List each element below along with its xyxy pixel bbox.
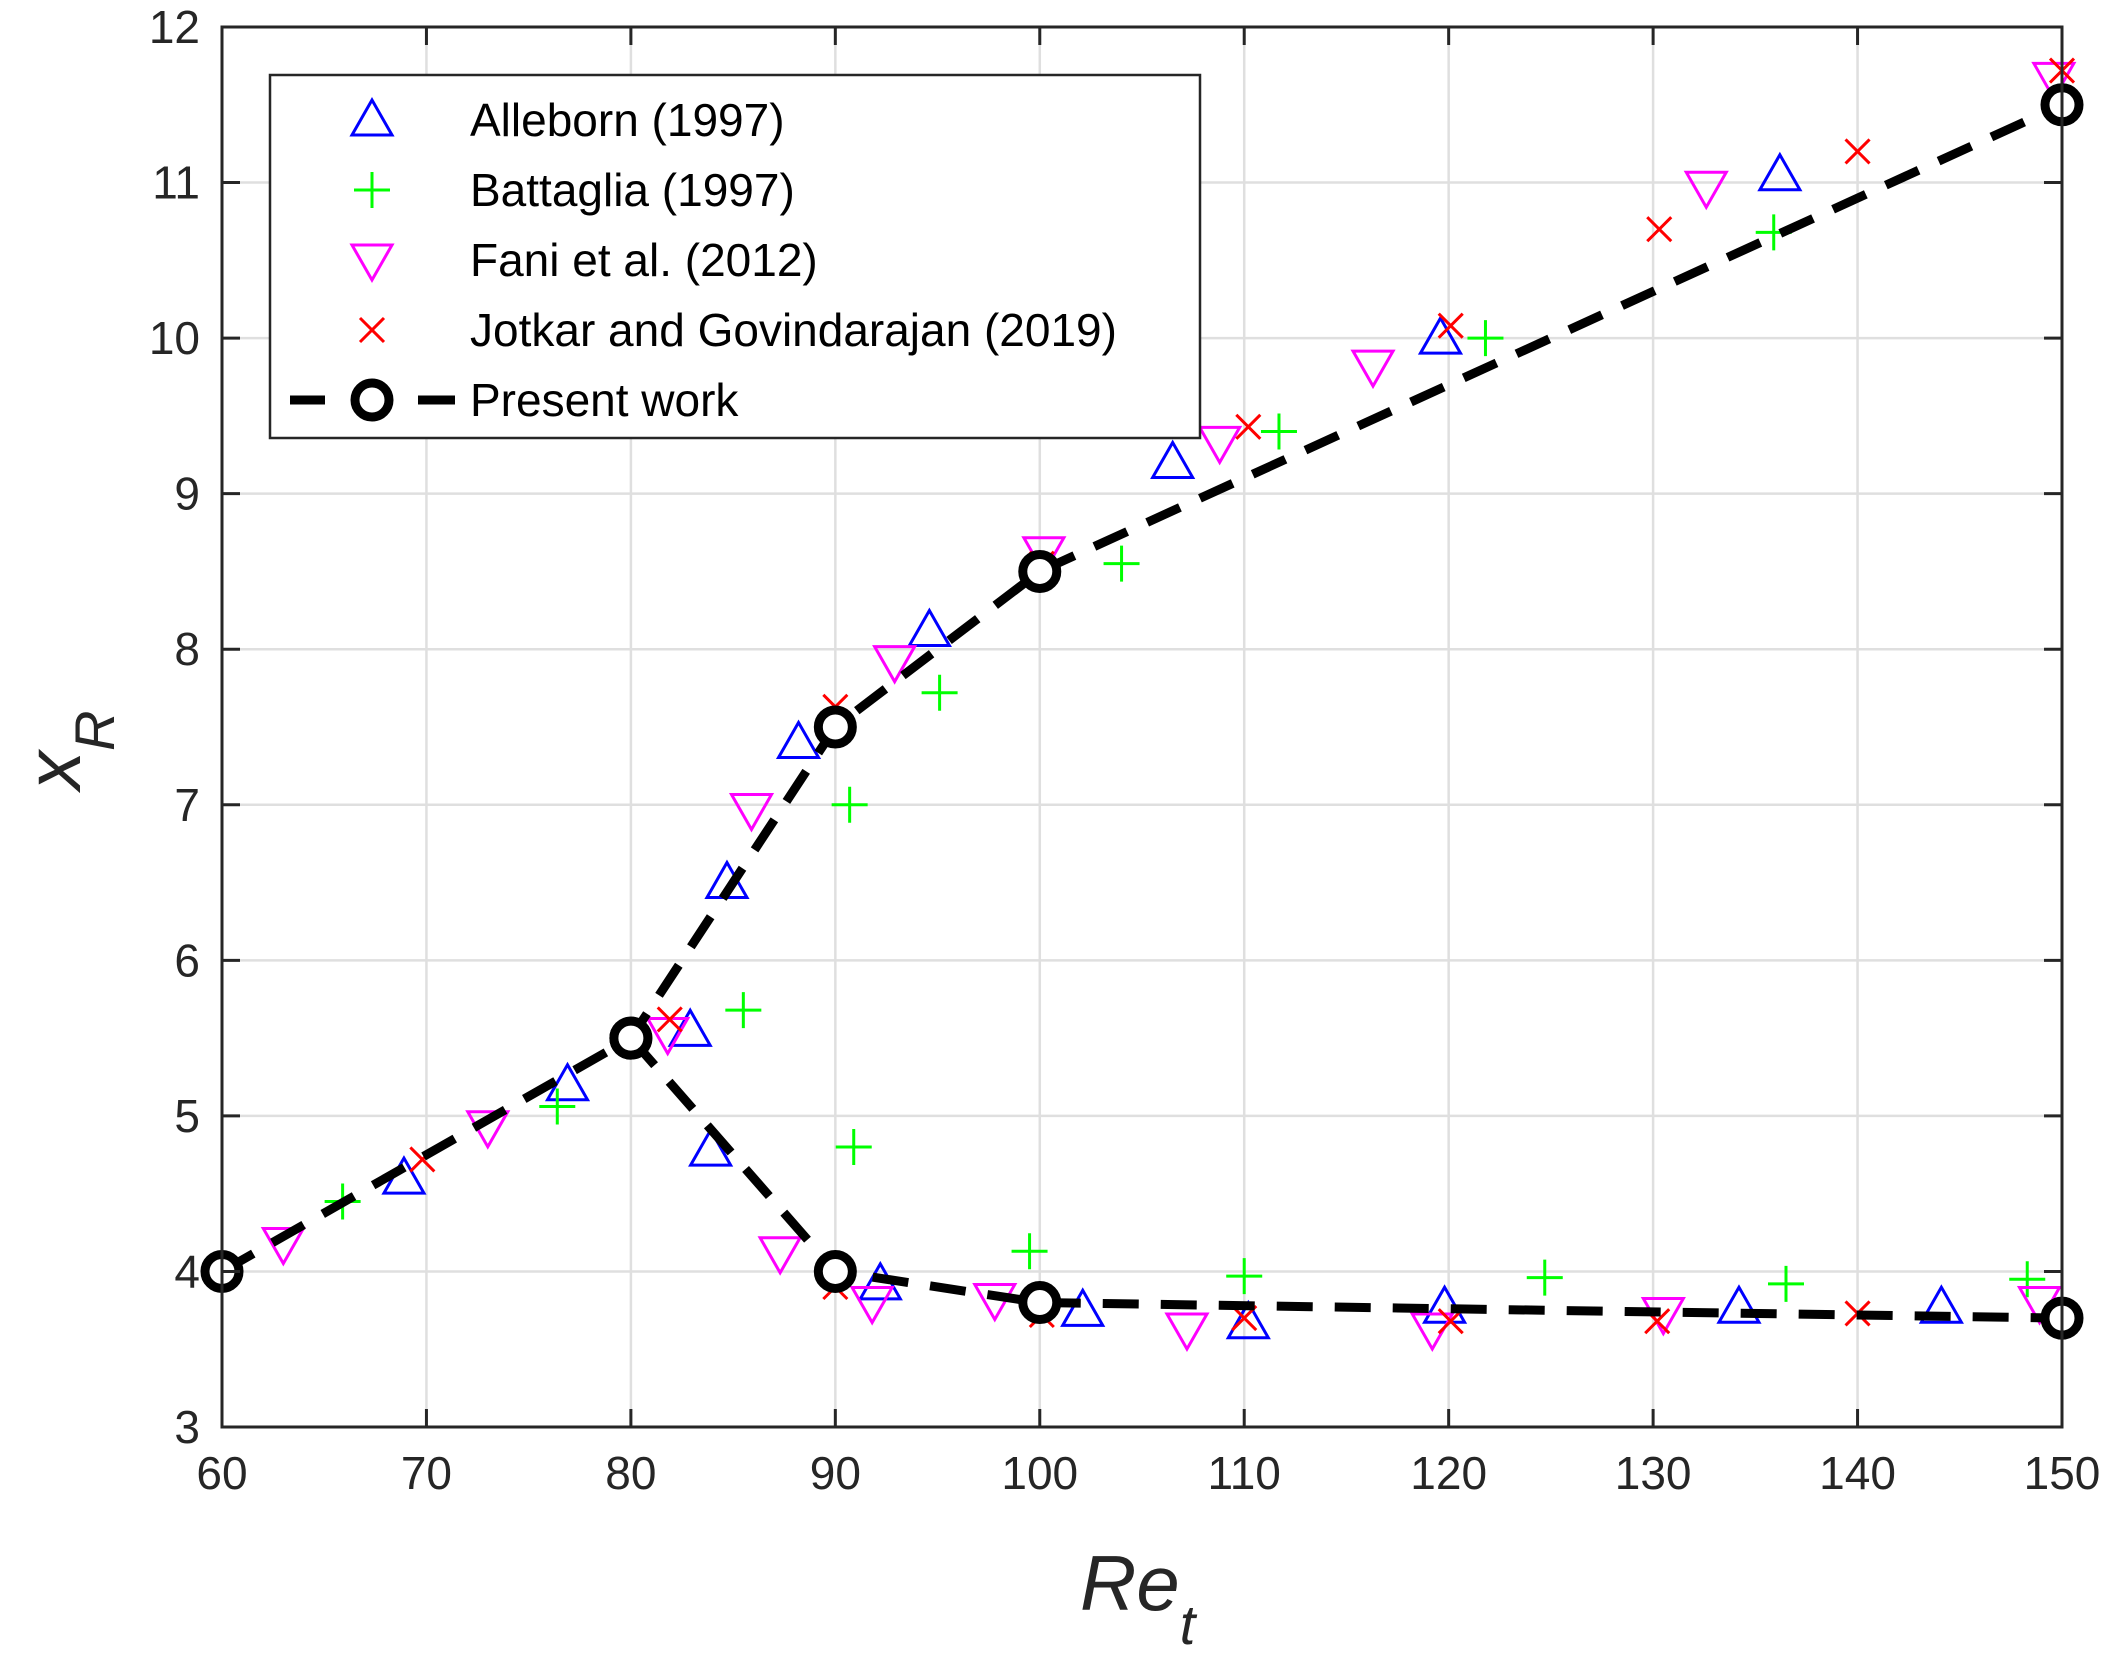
x-tick-label: 100	[1001, 1447, 1078, 1499]
legend-entry-3: Jotkar and Govindarajan (2019)	[358, 304, 1117, 356]
series-1-point	[921, 674, 958, 711]
x-tick-label: 140	[1819, 1447, 1896, 1499]
series-3-point	[1646, 216, 1673, 243]
series-1-point	[2009, 1261, 2046, 1298]
series-2-point	[872, 645, 918, 685]
y-tick-label: 10	[149, 312, 200, 364]
series-0-point	[1757, 151, 1803, 192]
legend-entry-0: Alleborn (1997)	[349, 94, 785, 146]
x-tick-label: 110	[1208, 1447, 1281, 1499]
x-tick-label: 70	[401, 1447, 452, 1499]
x-tick-label: 150	[2024, 1447, 2101, 1499]
series-1-point	[725, 992, 762, 1029]
legend-marker-2	[349, 243, 395, 284]
series-3-point	[1437, 312, 1464, 339]
series-3-point	[656, 1006, 683, 1033]
series-0-point	[906, 607, 952, 648]
y-tick-label: 9	[174, 468, 200, 520]
present-work-point	[609, 1016, 653, 1060]
legend-label-4: Present work	[470, 374, 739, 426]
series-2-point	[728, 792, 775, 833]
series-1-point	[1467, 320, 1504, 357]
series-2-point	[757, 1236, 803, 1276]
legend-items: Alleborn (1997) Battaglia (1997) Fani et a…	[290, 94, 1117, 426]
y-tick-label: 3	[174, 1401, 200, 1453]
legend-marker-4	[350, 378, 394, 422]
legend: Alleborn (1997) Battaglia (1997) Fani et a…	[268, 73, 1202, 440]
series-2-point	[849, 1286, 895, 1326]
y-axis-title-main: x	[9, 748, 97, 794]
series-1-point	[1260, 413, 1297, 450]
x-axis-title-sub: t	[1180, 1593, 1198, 1656]
y-tick-label: 8	[174, 623, 200, 675]
present-work-point	[813, 705, 857, 749]
legend-marker-0	[349, 96, 395, 137]
series-1	[324, 214, 2046, 1302]
series-0-point	[775, 719, 822, 760]
series-0-point	[1417, 315, 1464, 355]
series-2-point	[972, 1282, 1018, 1323]
legend-entry-1: Battaglia (1997)	[354, 164, 795, 216]
series-0-point	[1716, 1284, 1762, 1324]
y-tick-label: 5	[174, 1090, 200, 1142]
x-axis-title-main: Re	[1080, 1539, 1180, 1627]
x-tick-label: 80	[605, 1447, 656, 1499]
series-0-point	[1150, 439, 1196, 480]
legend-entry-4: Present work	[290, 374, 739, 426]
series-2-point	[1409, 1312, 1455, 1353]
y-tick-label: 7	[174, 779, 200, 831]
legend-box	[268, 73, 1202, 440]
series-0-point	[544, 1061, 591, 1102]
legend-label-3: Jotkar and Govindarajan (2019)	[470, 304, 1117, 356]
series-1-point	[1011, 1233, 1048, 1270]
series-0-point	[1918, 1284, 1964, 1324]
x-axis-title: Ret	[1080, 1539, 1198, 1656]
present-work-line-1	[627, 1035, 2063, 1323]
y-axis-title-text: xR	[9, 711, 126, 794]
series-0-point	[1060, 1287, 1106, 1327]
ticks: 60 70 80 90 100 110 120 130 140 150 3 4 5 6 7 8 9 10 11 12	[149, 1, 2101, 1499]
present-work-point	[1018, 1281, 1062, 1325]
series-2-point	[1350, 349, 1396, 390]
series-2-point	[260, 1226, 306, 1267]
series-2-point	[1197, 425, 1243, 466]
series-1-point	[1103, 545, 1140, 582]
series-1-point	[1526, 1259, 1563, 1296]
series-3-point	[1844, 138, 1871, 165]
series-1-point	[835, 1129, 872, 1165]
legend-marker-3	[358, 316, 386, 344]
legend-marker-1	[354, 172, 390, 208]
series-1-point	[539, 1088, 576, 1125]
x-tick-label: 120	[1410, 1447, 1487, 1499]
x-tick-label: 90	[810, 1447, 861, 1499]
y-tick-label: 11	[152, 157, 200, 209]
series-0-point	[1225, 1299, 1271, 1340]
series-0-point	[688, 1127, 734, 1167]
y-axis-title-sub: R	[63, 711, 126, 751]
y-tick-label: 12	[149, 1, 200, 53]
series-1-point	[1226, 1258, 1263, 1295]
y-tick-label: 4	[174, 1245, 200, 1297]
legend-label-2: Fani et al. (2012)	[470, 234, 818, 286]
series-2-point	[1683, 170, 1729, 211]
x-tick-label: 130	[1615, 1447, 1692, 1499]
legend-entry-2: Fani et al. (2012)	[349, 234, 818, 286]
y-tick-label: 6	[174, 934, 200, 986]
legend-label-0: Alleborn (1997)	[470, 94, 785, 146]
y-axis-title: xR	[9, 711, 126, 794]
legend-label-1: Battaglia (1997)	[470, 164, 795, 216]
series-2-point	[1164, 1312, 1210, 1353]
present-work-point	[813, 1249, 857, 1293]
series-3-point	[1235, 413, 1262, 440]
series-1-point	[831, 786, 868, 823]
x-tick-label: 60	[196, 1447, 247, 1499]
series-1-point	[1768, 1265, 1804, 1302]
plot-frame	[220, 25, 2064, 1429]
present-work-point	[1018, 549, 1062, 593]
